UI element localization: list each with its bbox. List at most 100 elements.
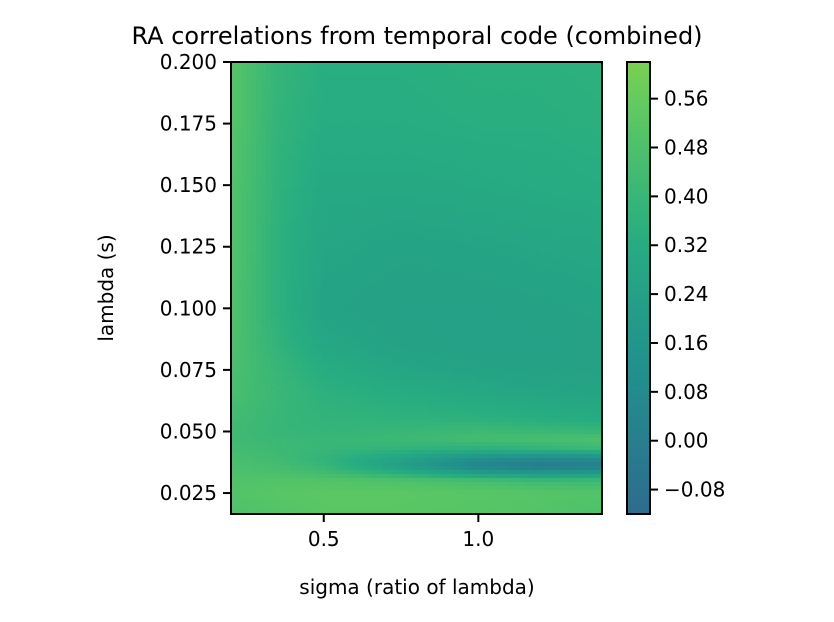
heatmap-cell [501,286,508,291]
heatmap-cell [251,254,257,259]
heatmap-cell [521,70,528,75]
heatmap-cell [326,246,332,251]
heatmap-cell [321,126,327,131]
heatmap-cell [271,94,277,99]
heatmap-cell [406,190,413,195]
heatmap-cell [426,154,433,159]
heatmap-cell [571,178,578,183]
heatmap-cell [486,110,493,115]
heatmap-cell [286,162,292,167]
heatmap-cell [546,242,553,247]
heatmap-cell [531,182,538,187]
heatmap-cell [271,278,277,283]
heatmap-cell [556,310,563,315]
heatmap-cell [231,266,237,271]
heatmap-cell [526,306,533,311]
heatmap-cell [571,142,578,147]
heatmap-cell [381,62,388,67]
heatmap-cell [311,254,317,259]
heatmap-cell [281,254,287,259]
heatmap-cell [301,222,307,227]
heatmap-cell [566,266,573,271]
heatmap-cell [271,62,277,67]
heatmap-cell [536,190,543,195]
heatmap-cell [286,230,292,235]
heatmap-cell [456,226,463,231]
heatmap-cell [431,258,438,263]
heatmap-cell [376,170,382,175]
heatmap-cell [586,142,593,147]
heatmap-cell [351,234,357,239]
heatmap-cell [531,298,538,303]
heatmap-cell [456,170,463,175]
heatmap-cell [596,74,602,79]
heatmap-cell [541,162,548,167]
heatmap-cell [236,322,242,327]
heatmap-cell [476,126,483,131]
heatmap-cell [331,314,337,319]
heatmap-cell [336,258,342,263]
heatmap-cell [581,302,588,307]
heatmap-cell [531,266,538,271]
heatmap-cell [396,66,403,71]
heatmap-cell [531,238,538,243]
heatmap-cell [331,90,337,95]
heatmap-cell [341,206,347,211]
heatmap-cell [541,246,548,251]
heatmap-cell [261,282,267,287]
heatmap-cell [416,290,423,295]
heatmap-cell [251,258,257,263]
heatmap-cell [416,222,423,227]
heatmap-cell [496,274,503,279]
heatmap-cell [451,306,458,311]
heatmap-cell [266,118,272,123]
heatmap-cell [506,290,513,295]
heatmap-cell [506,298,513,303]
heatmap-cell [356,138,362,143]
heatmap-cell [466,150,473,155]
heatmap-cell [381,226,388,231]
heatmap-cell [596,82,602,87]
heatmap-cell [256,266,262,271]
heatmap-cell [471,110,478,115]
heatmap-cell [411,174,418,179]
heatmap-cell [361,254,367,259]
heatmap-cell [266,234,272,239]
heatmap-cell [471,166,478,171]
heatmap-cell [291,306,297,311]
heatmap-cell [366,82,372,87]
heatmap-cell [371,166,377,171]
heatmap-cell [366,126,372,131]
heatmap-cell [541,142,548,147]
heatmap-cell [481,146,488,151]
heatmap-cell [296,138,302,143]
heatmap-cell [361,78,367,83]
heatmap-cell [326,198,332,203]
heatmap-cell [446,146,453,151]
heatmap-cell [286,234,292,239]
heatmap-cell [391,194,398,199]
heatmap-cell [326,270,332,275]
heatmap-cell [421,242,428,247]
heatmap-cell [376,298,382,303]
heatmap-cell [476,78,483,83]
heatmap-cell [561,158,568,163]
heatmap-cell [431,302,438,307]
heatmap-cell [386,298,393,303]
heatmap-cell [376,214,382,219]
heatmap-cell [291,206,297,211]
heatmap-cell [476,174,483,179]
heatmap-cell [591,294,598,299]
heatmap-cell [526,214,533,219]
heatmap-cell [551,310,558,315]
heatmap-cell [301,118,307,123]
heatmap-cell [556,158,563,163]
heatmap-cell [496,322,503,327]
heatmap-cell [521,146,528,151]
heatmap-cell [541,118,548,123]
heatmap-cell [356,270,362,275]
heatmap-cell [256,86,262,91]
heatmap-cell [306,210,312,215]
heatmap-cell [401,254,408,259]
heatmap-cell [271,194,277,199]
